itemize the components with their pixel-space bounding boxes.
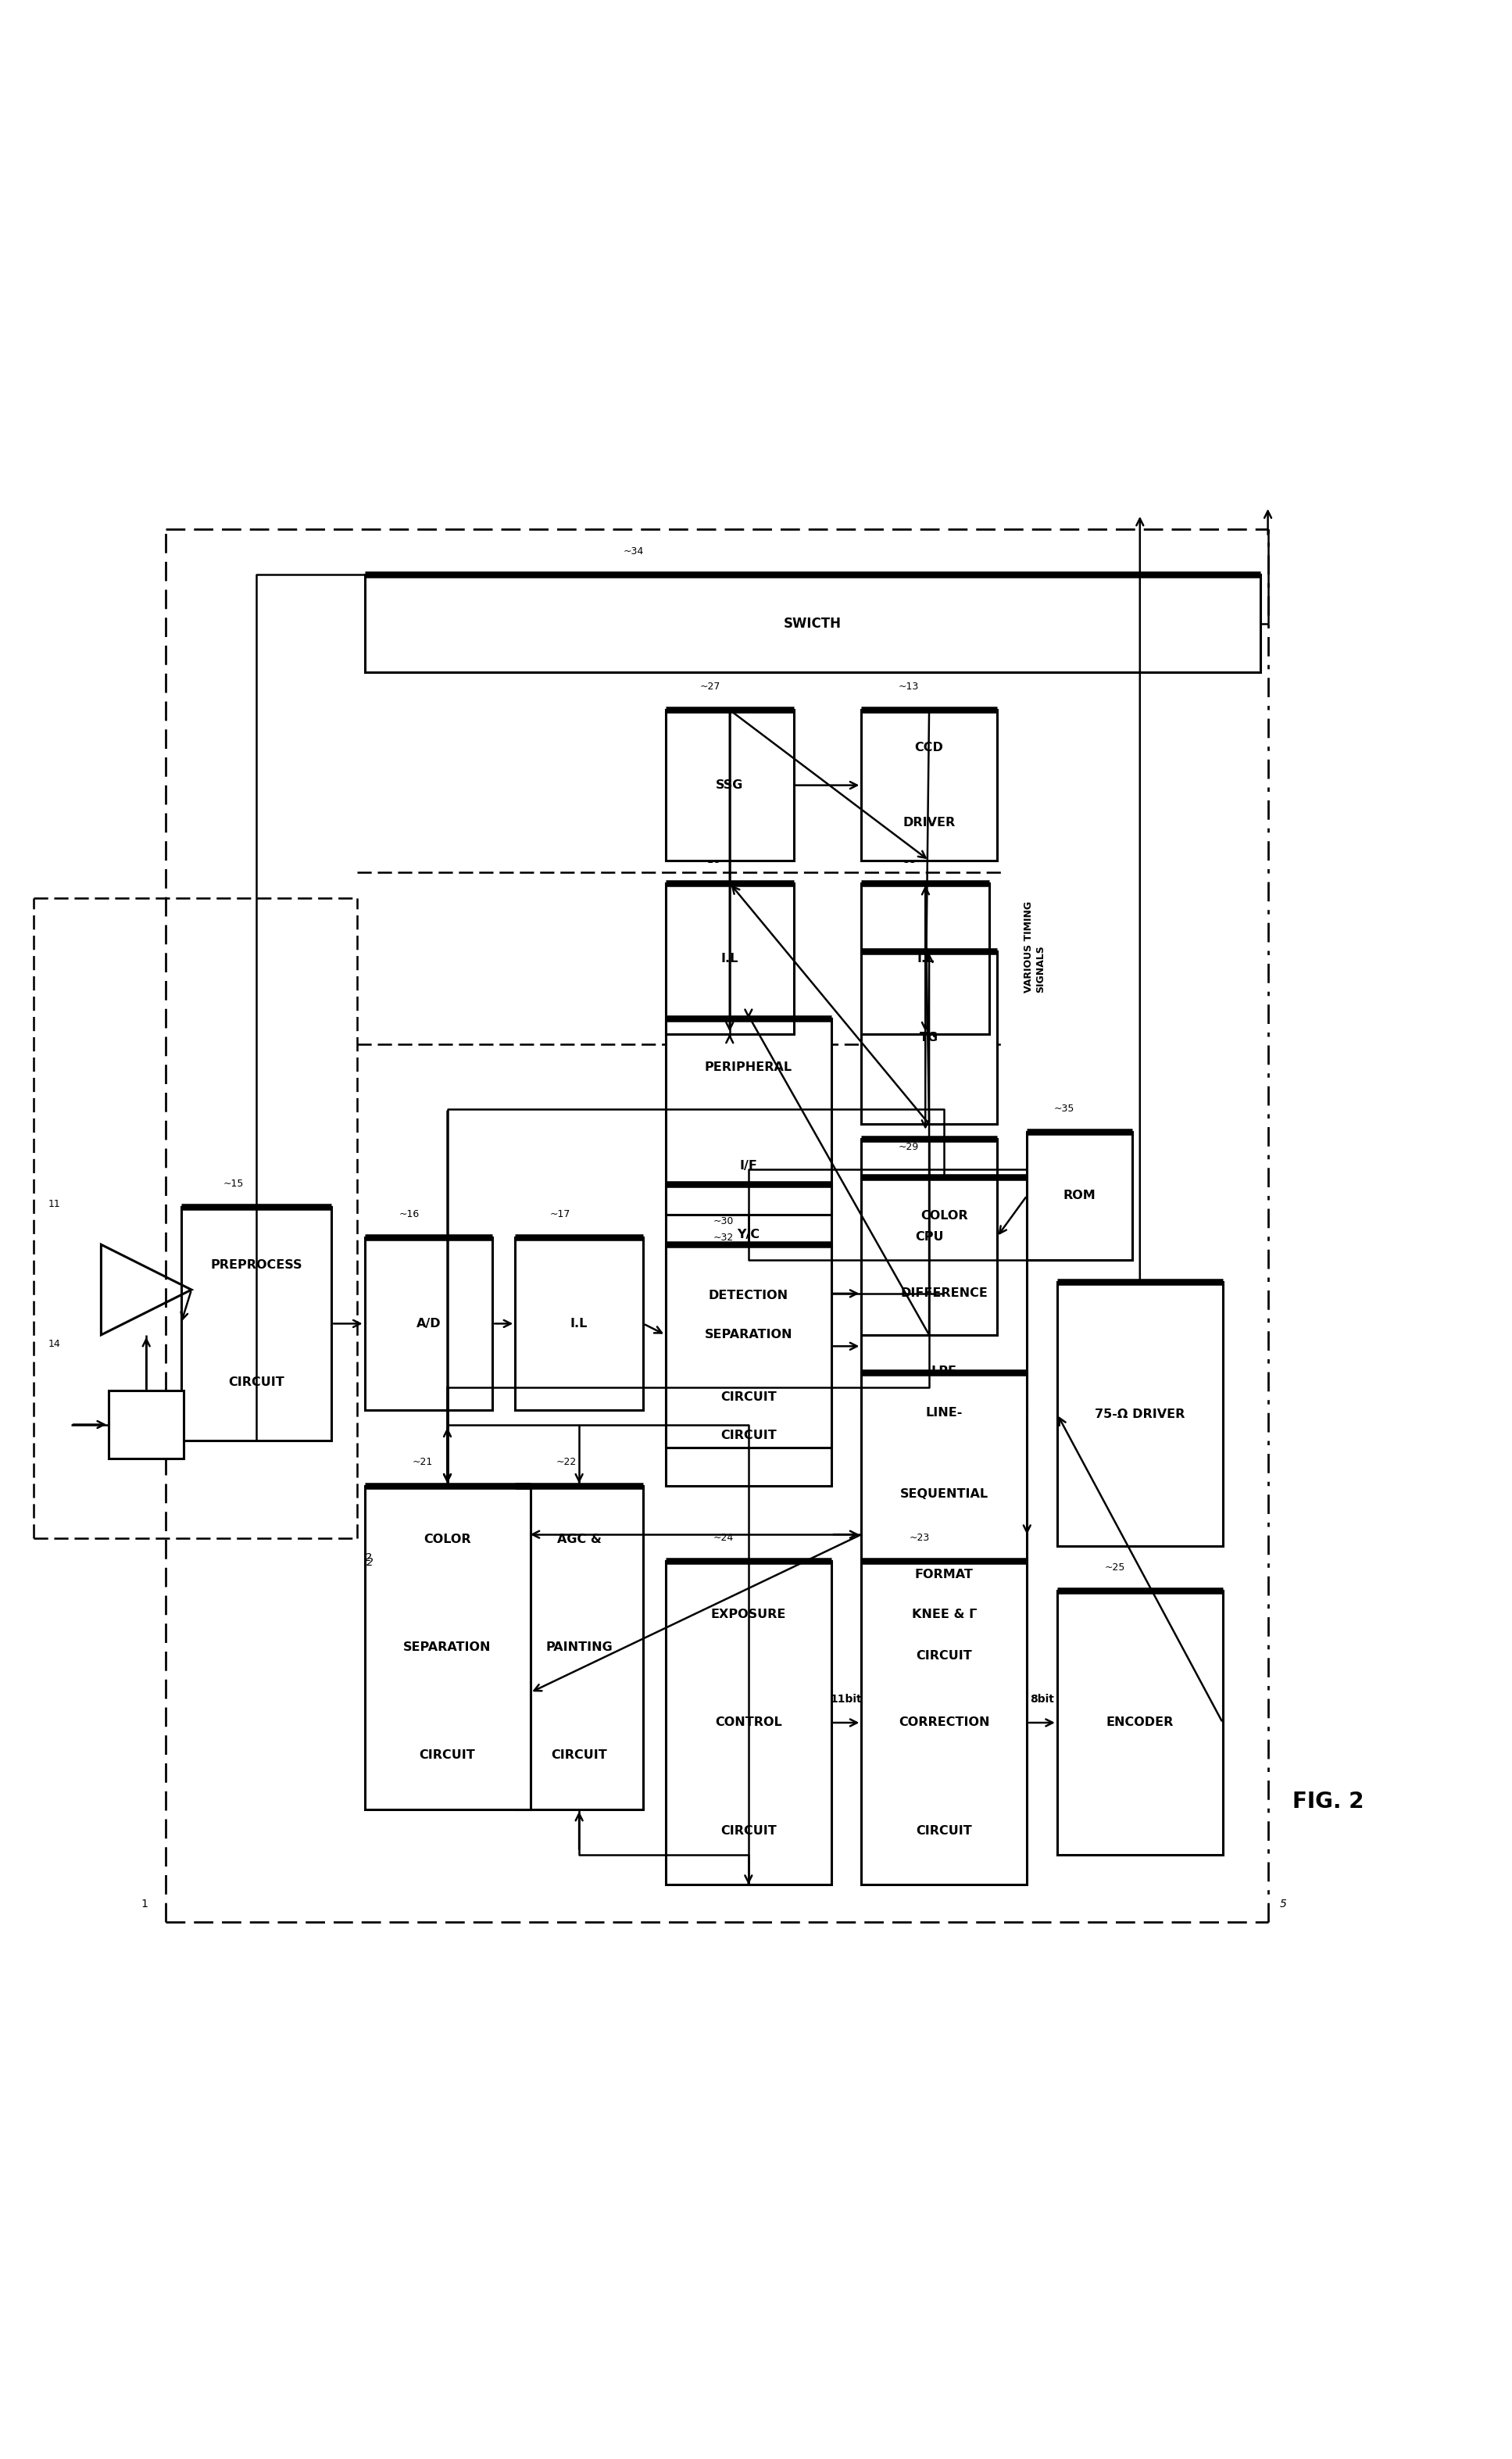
Text: SEPARATION: SEPARATION	[404, 1643, 491, 1652]
Text: PAINTING: PAINTING	[546, 1643, 612, 1652]
Text: ROM: ROM	[1063, 1190, 1096, 1202]
Text: ~23: ~23	[909, 1532, 930, 1542]
Text: ~24: ~24	[714, 1532, 733, 1542]
Bar	[1027, 1131, 1132, 1259]
Text: A/D: A/D	[416, 1318, 442, 1330]
Text: CORRECTION: CORRECTION	[898, 1716, 990, 1729]
Text: ~29: ~29	[898, 1141, 919, 1153]
Text: CPU: CPU	[915, 1232, 943, 1242]
Bar	[665, 1018, 832, 1215]
Bar	[364, 1485, 531, 1810]
Text: ~18: ~18	[714, 1156, 733, 1166]
Text: DRIVER: DRIVER	[903, 816, 956, 829]
Text: SEQUENTIAL: SEQUENTIAL	[900, 1488, 989, 1500]
Text: ~35: ~35	[1054, 1104, 1074, 1114]
Text: CIRCUIT: CIRCUIT	[916, 1825, 972, 1837]
Text: ~16: ~16	[399, 1210, 420, 1220]
Bar	[516, 1485, 643, 1810]
Text: DIFFERENCE: DIFFERENCE	[901, 1289, 987, 1298]
Text: 1: 1	[141, 1898, 148, 1911]
Text: CONTROL: CONTROL	[715, 1716, 782, 1729]
Bar	[862, 1372, 1027, 1697]
Text: AGC &: AGC &	[556, 1534, 602, 1544]
Bar	[364, 1237, 493, 1409]
Bar	[862, 883, 989, 1033]
Text: ~30: ~30	[714, 1217, 733, 1227]
Text: CCD: CCD	[915, 743, 943, 752]
Text: CIRCUIT: CIRCUIT	[720, 1392, 777, 1404]
Text: FORMAT: FORMAT	[915, 1569, 974, 1581]
Text: CIRCUIT: CIRCUIT	[720, 1825, 777, 1837]
Bar	[862, 711, 996, 861]
Bar	[665, 711, 794, 861]
Text: ~17: ~17	[549, 1210, 570, 1220]
Text: ~32: ~32	[714, 1232, 733, 1242]
Bar	[109, 1392, 184, 1458]
Text: ~27: ~27	[700, 681, 721, 691]
Text: 2: 2	[364, 1552, 372, 1564]
Bar	[1057, 1281, 1223, 1547]
Text: Y/C: Y/C	[736, 1230, 761, 1239]
Bar	[862, 952, 996, 1124]
Bar	[665, 1561, 832, 1884]
Text: VARIOUS TIMING
SIGNALS: VARIOUS TIMING SIGNALS	[1024, 900, 1045, 993]
Text: ~13: ~13	[898, 681, 919, 691]
Text: ~26: ~26	[1105, 1254, 1125, 1264]
Text: FIG. 2: FIG. 2	[1293, 1790, 1364, 1812]
Text: ~31: ~31	[898, 1111, 919, 1121]
Bar	[181, 1207, 331, 1441]
Text: I/F: I/F	[739, 1161, 758, 1170]
Text: LINE-: LINE-	[925, 1407, 963, 1419]
Text: ~22: ~22	[556, 1458, 576, 1468]
Text: 14: 14	[48, 1340, 60, 1350]
Bar	[1057, 1591, 1223, 1854]
Text: ~34: ~34	[623, 546, 644, 556]
Text: ~15: ~15	[224, 1178, 243, 1188]
Text: 2: 2	[366, 1557, 373, 1569]
Text: I.L: I.L	[570, 1318, 588, 1330]
Text: ~19: ~19	[909, 1429, 930, 1439]
Text: SEPARATION: SEPARATION	[705, 1328, 792, 1340]
Text: 11: 11	[48, 1200, 60, 1210]
Text: ~33: ~33	[897, 856, 916, 866]
Bar	[516, 1237, 643, 1409]
Bar	[862, 1561, 1027, 1884]
Text: 5: 5	[1281, 1898, 1287, 1911]
Text: CIRCUIT: CIRCUIT	[916, 1650, 972, 1662]
Text: SWICTH: SWICTH	[783, 617, 841, 630]
Bar	[665, 883, 794, 1033]
Text: I.L: I.L	[721, 952, 738, 964]
Text: ~25: ~25	[1105, 1561, 1125, 1574]
Text: SSG: SSG	[715, 780, 744, 792]
Text: COLOR: COLOR	[921, 1210, 968, 1222]
Text: 8bit: 8bit	[1030, 1694, 1054, 1704]
Text: TG: TG	[919, 1033, 939, 1043]
Text: CIRCUIT: CIRCUIT	[419, 1748, 475, 1761]
Bar	[665, 1244, 832, 1448]
Text: ~28: ~28	[700, 856, 721, 866]
Text: I.L: I.L	[916, 952, 934, 964]
Text: KNEE & Γ: KNEE & Γ	[912, 1608, 977, 1620]
Bar	[862, 1178, 1027, 1409]
Text: LPF: LPF	[931, 1365, 957, 1377]
Text: ~21: ~21	[413, 1458, 432, 1468]
Text: DETECTION: DETECTION	[709, 1289, 788, 1301]
Bar	[665, 1185, 832, 1485]
Text: PERIPHERAL: PERIPHERAL	[705, 1062, 792, 1075]
Text: CIRCUIT: CIRCUIT	[720, 1429, 777, 1441]
Text: COLOR: COLOR	[423, 1534, 472, 1544]
Text: 11bit: 11bit	[830, 1694, 862, 1704]
Text: ~20: ~20	[909, 1714, 930, 1724]
Bar	[862, 1139, 996, 1335]
Text: EXPOSURE: EXPOSURE	[711, 1608, 786, 1620]
Text: PREPROCESS: PREPROCESS	[210, 1259, 302, 1271]
Text: CIRCUIT: CIRCUIT	[228, 1377, 284, 1387]
Text: ENCODER: ENCODER	[1107, 1716, 1173, 1729]
Text: 75-Ω DRIVER: 75-Ω DRIVER	[1095, 1409, 1185, 1419]
Text: CIRCUIT: CIRCUIT	[550, 1748, 608, 1761]
Bar	[364, 575, 1261, 671]
